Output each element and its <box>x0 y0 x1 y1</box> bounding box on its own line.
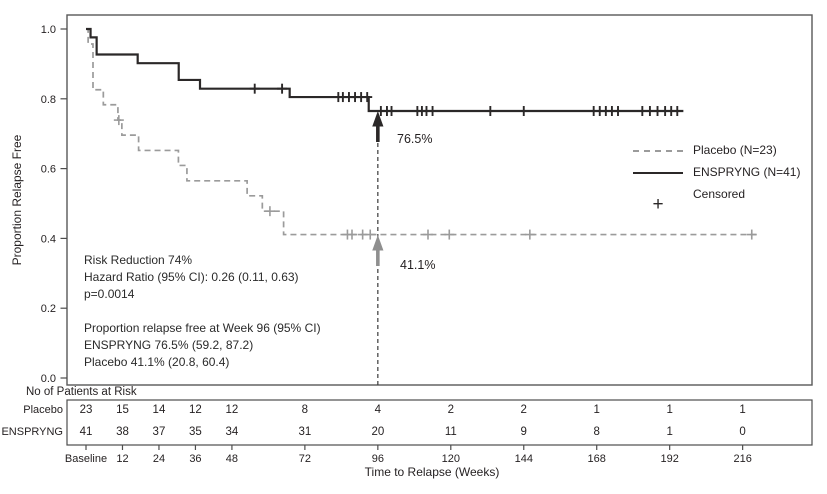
y-tick-label: 0.8 <box>41 94 56 106</box>
risk-value: 2 <box>521 404 527 416</box>
plot-border <box>66 14 813 386</box>
x-tick-label: 192 <box>661 453 679 465</box>
y-tick-label: 0.0 <box>41 373 56 385</box>
x-tick-label: 36 <box>189 453 201 465</box>
risk-value: 8 <box>594 426 600 438</box>
risk-value: 41 <box>80 426 93 438</box>
risk-value: 37 <box>153 426 166 438</box>
risk-value: 38 <box>116 426 129 438</box>
enspryng-line-sample-icon <box>633 172 683 174</box>
x-tick-label: 216 <box>733 453 751 465</box>
enspryng-curve <box>86 27 684 113</box>
x-axis-title: Time to Relapse (Weeks) <box>364 465 500 479</box>
stats-line: Risk Reduction 74% <box>84 253 193 267</box>
placebo-censor-marks <box>113 115 757 240</box>
x-tick-label: 12 <box>116 453 128 465</box>
stats-line <box>84 303 321 320</box>
risk-value: 12 <box>189 404 202 416</box>
risk-value: 14 <box>153 404 166 416</box>
x-tick-label: 120 <box>442 453 460 465</box>
stats-annotation: Risk Reduction 74% Hazard Ratio (95% CI)… <box>84 252 321 371</box>
stats-line: p=0.0014 <box>84 287 135 301</box>
stats-line: Proportion relapse free at Week 96 (95% … <box>84 321 321 335</box>
x-tick-label: 24 <box>153 453 165 465</box>
risk-value: 15 <box>116 404 129 416</box>
legend-label: ENSPRYNG (N=41) <box>693 165 801 179</box>
risk-value: 31 <box>298 426 311 438</box>
legend: Placebo (N=23) ENSPRYNG (N=41) + Censore… <box>630 140 820 215</box>
risk-table-border <box>66 399 813 446</box>
stats-line: Placebo 41.1% (20.8, 60.4) <box>84 355 230 369</box>
risk-row-label: ENSPRYNG <box>1 426 63 438</box>
risk-table-title: No of Patients at Risk <box>26 386 137 398</box>
risk-value: 1 <box>739 404 745 416</box>
legend-label: Placebo (N=23) <box>693 143 777 157</box>
risk-value: 4 <box>375 404 382 416</box>
y-tick-label: 1.0 <box>41 24 56 36</box>
risk-value: 1 <box>594 404 600 416</box>
enspryng-arrow-icon <box>372 111 384 127</box>
x-tick-label: Baseline <box>65 453 107 465</box>
placebo-value-callout: 41.1% <box>400 258 436 272</box>
risk-value: 8 <box>302 404 308 416</box>
risk-value: 23 <box>80 404 93 416</box>
risk-value: 9 <box>521 426 527 438</box>
x-tick-label: 168 <box>588 453 606 465</box>
risk-value: 20 <box>371 426 384 438</box>
enspryng-value-callout: 76.5% <box>397 132 433 146</box>
x-tick-label: 72 <box>299 453 311 465</box>
risk-value: 34 <box>226 426 239 438</box>
placebo-line-sample-icon <box>633 150 683 152</box>
y-tick-label: 0.2 <box>41 303 56 315</box>
risk-value: 0 <box>739 426 745 438</box>
stats-line: ENSPRYNG 76.5% (59.2, 87.2) <box>84 338 254 352</box>
risk-value: 35 <box>189 426 202 438</box>
stats-line: Hazard Ratio (95% CI): 0.26 (0.11, 0.63) <box>84 270 299 284</box>
placebo-arrow-icon <box>372 235 384 251</box>
y-tick-label: 0.6 <box>41 164 56 176</box>
placebo-curve <box>86 28 757 236</box>
legend-label: Censored <box>693 187 746 201</box>
risk-value: 12 <box>226 404 239 416</box>
x-tick-label: 144 <box>515 453 533 465</box>
y-tick-label: 0.4 <box>41 233 56 245</box>
legend-item-censored: + Censored <box>652 187 746 215</box>
enspryng-censor-marks <box>249 83 683 117</box>
risk-value: 1 <box>666 404 672 416</box>
x-tick-label: 48 <box>226 453 238 465</box>
legend-item-enspryng: ENSPRYNG (N=41) <box>630 162 820 184</box>
risk-row-label: Placebo <box>23 404 63 416</box>
x-tick-label: 96 <box>372 453 384 465</box>
legend-item-placebo: Placebo (N=23) <box>630 140 820 162</box>
risk-value: 2 <box>448 404 454 416</box>
risk-value: 1 <box>666 426 672 438</box>
risk-value: 11 <box>445 426 457 438</box>
y-axis-title: Proportion Relapse Free <box>10 134 24 266</box>
